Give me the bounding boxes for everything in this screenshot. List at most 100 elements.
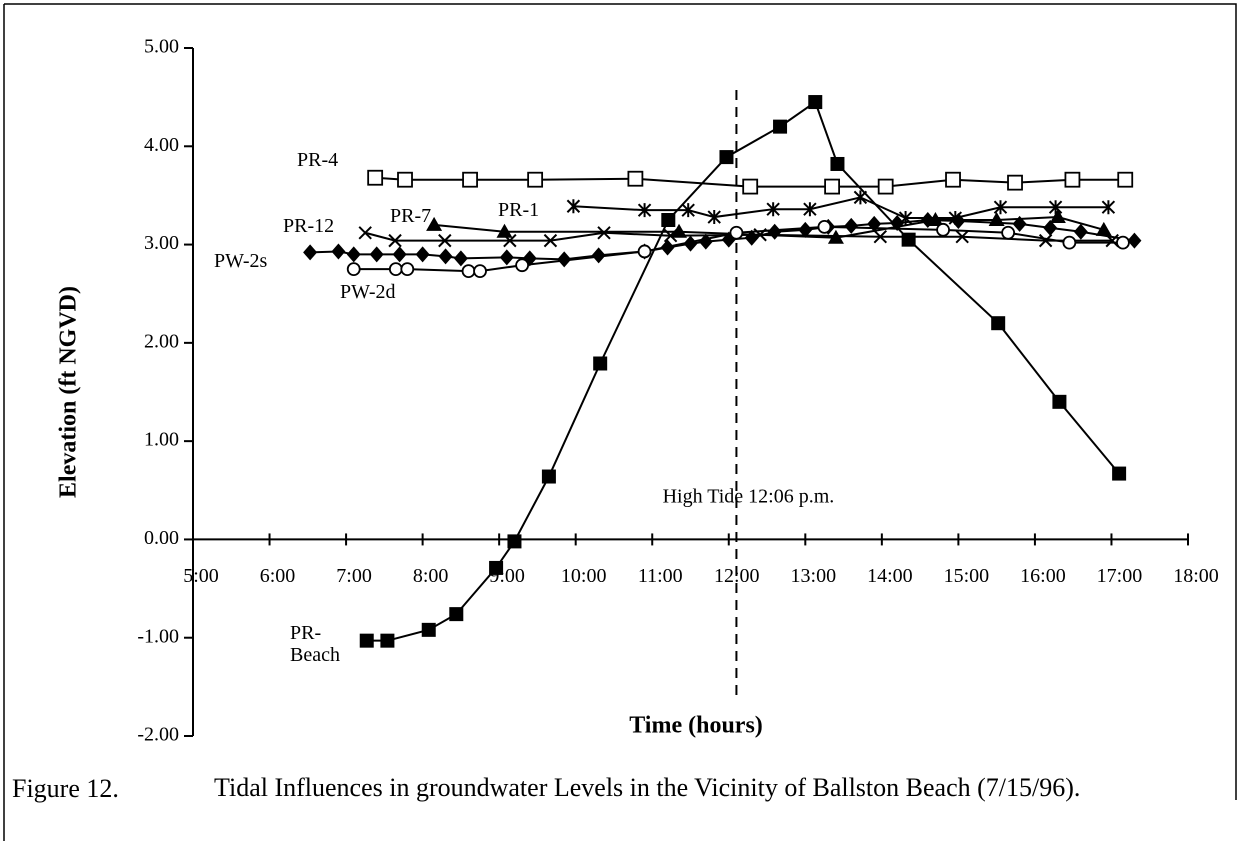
marker [1116, 235, 1130, 250]
marker [388, 262, 403, 277]
x-tick-label: 5:00 [183, 565, 219, 587]
marker [1012, 215, 1027, 232]
x-tick-label: 12:00 [714, 565, 760, 587]
marker [920, 212, 935, 228]
marker [681, 203, 695, 218]
marker [1043, 219, 1058, 236]
series-label: PR-12 [283, 215, 335, 237]
marker [901, 232, 916, 247]
marker [438, 233, 452, 248]
caption-label: Figure 12. [12, 774, 119, 803]
y-tick-label: 5.00 [144, 36, 179, 58]
marker [1049, 209, 1066, 224]
marker [853, 190, 868, 205]
marker [671, 223, 688, 238]
marker [1064, 171, 1081, 188]
marker [438, 248, 453, 265]
y-tick-label: 3.00 [144, 232, 179, 254]
marker [1001, 225, 1016, 240]
marker [1062, 235, 1077, 250]
marker [1038, 233, 1053, 248]
marker [1117, 171, 1134, 188]
marker [541, 469, 556, 484]
marker [844, 217, 859, 234]
series-label: PR-Beach [290, 622, 340, 666]
x-tick-label: 18:00 [1173, 565, 1219, 587]
marker [543, 233, 558, 248]
y-axis-label: Elevation (ft NGVD) [56, 286, 82, 498]
marker [742, 178, 759, 195]
marker [499, 249, 514, 266]
x-tick-label: 13:00 [791, 565, 837, 587]
marker [415, 246, 430, 263]
marker [1127, 232, 1142, 249]
x-tick-label: 8:00 [413, 565, 449, 587]
marker [359, 633, 374, 648]
marker [597, 226, 611, 240]
marker [426, 216, 443, 231]
marker [951, 212, 966, 229]
marker [767, 223, 782, 240]
marker [991, 316, 1006, 331]
annotation: High Tide 12:06 p.m. [663, 486, 835, 508]
marker [766, 202, 780, 217]
x-tick-label: 14:00 [867, 565, 913, 587]
marker [803, 202, 817, 217]
marker [873, 230, 888, 244]
marker [593, 356, 608, 371]
series-label: PW-2d [340, 281, 396, 303]
marker [462, 171, 478, 188]
marker [1112, 466, 1127, 481]
marker [798, 221, 813, 238]
x-tick-label: 7:00 [336, 565, 372, 587]
series-label: PR-7 [390, 205, 432, 227]
x-tick-label: 16:00 [1020, 565, 1066, 587]
marker [773, 119, 788, 134]
x-tick-label: 17:00 [1097, 565, 1143, 587]
marker [397, 171, 413, 188]
marker [496, 223, 513, 238]
x-tick-label: 6:00 [260, 565, 296, 587]
marker [489, 560, 504, 575]
marker [1048, 200, 1063, 215]
marker [515, 258, 530, 273]
marker [503, 233, 517, 248]
marker [661, 213, 676, 227]
marker [890, 214, 905, 231]
marker [400, 262, 415, 277]
x-tick-label: 11:00 [638, 565, 683, 587]
y-tick-label: -1.00 [137, 625, 179, 647]
marker [449, 607, 464, 622]
marker [461, 264, 476, 279]
series-label: PW-2s [214, 250, 268, 272]
marker [507, 534, 522, 549]
marker [380, 633, 395, 648]
marker [817, 219, 832, 234]
frame [3, 3, 1237, 841]
x-axis-label: Time (hours) [629, 713, 763, 739]
marker [830, 156, 845, 171]
marker [637, 203, 652, 218]
marker [473, 264, 487, 279]
marker [707, 210, 721, 225]
marker [637, 244, 652, 259]
marker [1095, 221, 1112, 236]
marker [663, 229, 678, 243]
marker [392, 246, 407, 263]
y-tick-label: 0.00 [144, 527, 179, 549]
marker [421, 622, 436, 637]
marker [591, 247, 606, 264]
marker [808, 95, 823, 110]
y-tick-label: 1.00 [144, 429, 179, 451]
marker [527, 171, 544, 188]
marker [346, 262, 361, 277]
marker [719, 150, 734, 165]
marker [877, 178, 894, 195]
y-tick-label: 4.00 [144, 134, 179, 156]
marker [936, 222, 950, 237]
series-line [364, 231, 1113, 242]
marker [388, 233, 402, 248]
marker [824, 178, 840, 195]
